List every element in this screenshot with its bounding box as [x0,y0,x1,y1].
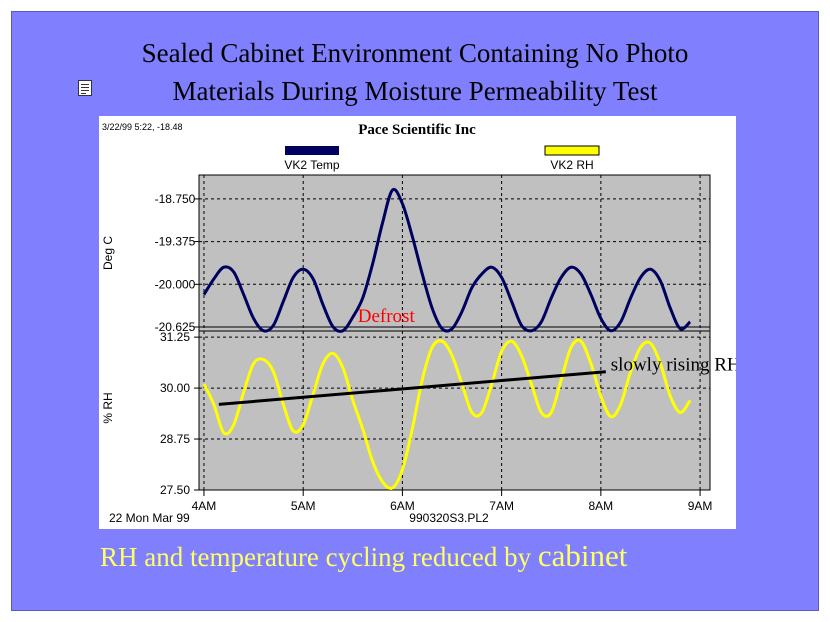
y-axis-label-rh: % RH [101,392,115,423]
header-stamp: 3/22/99 5:22, -18.48 [102,122,183,132]
gridlines [194,175,710,496]
legend-swatch-rh [544,145,600,156]
y-tick-label: -19.375 [155,235,196,249]
x-tick-label: 6AM [390,499,415,513]
x-tick-label: 7AM [489,499,514,513]
y-tick-label: 30.00 [160,381,190,395]
y-tick-label: 27.50 [160,483,190,497]
x-tick-label: 5AM [291,499,316,513]
slide-caption: RH and temperature cycling reduced by ca… [100,538,627,574]
y-tick-label: -18.750 [155,192,196,206]
tick-labels: 4AM 5AM 6AM 7AM 8AM 9AM -18.750 -19.375 -20.000 -… [155,192,713,513]
footer-filename: 990320S3.PL2 [409,511,489,525]
x-tick-label: 8AM [589,499,614,513]
title-line-1: Sealed Cabinet Environment Containing No… [141,38,689,68]
chart-svg: 3/22/99 5:22, -18.48 Pace Scientific Inc… [101,122,741,525]
y-tick-label: -20.625 [155,320,196,334]
annotation-defrost: Defrost [358,306,416,327]
rh-series-line [202,338,692,490]
plot-area [198,174,711,491]
x-tick-label: 4AM [192,499,217,513]
y-tick-label: 28.75 [160,432,190,446]
title-line-2: Materials During Moisture Permeability T… [172,76,658,106]
footer-date: 22 Mon Mar 99 [109,511,190,525]
slide-title: Sealed Cabinet Environment Containing No… [0,34,830,110]
legend-swatch-temp [285,146,339,155]
note-icon [78,80,92,96]
chart-title: Pace Scientific Inc [358,122,476,138]
rh-trend-line [218,370,606,406]
caption-main: RH and temperature cycling reduced by [100,542,538,572]
x-tick-label: 9AM [688,499,713,513]
y-axis-label-temp: Deg C [101,236,115,270]
y-tick-label: -20.000 [155,277,196,291]
annotation-rising-rh: slowly rising RH [611,355,736,376]
legend-label-rh: VK2 RH [550,158,593,172]
legend-label-temp: VK2 Temp [284,158,339,172]
series-group: Defrost slowly rising RH [202,187,741,490]
temp-series-line [202,187,692,333]
caption-emphasis: cabinet [537,538,628,573]
y-tick-label: 31.25 [160,330,190,344]
chart-panel: 3/22/99 5:22, -18.48 Pace Scientific Inc… [99,116,741,529]
